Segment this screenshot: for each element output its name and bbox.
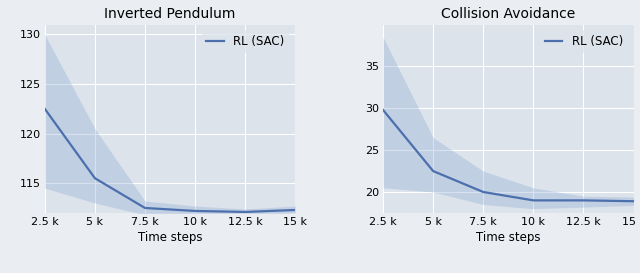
- RL (SAC): [141, 206, 149, 210]
- Legend: RL (SAC): RL (SAC): [202, 31, 289, 53]
- Title: Inverted Pendulum: Inverted Pendulum: [104, 7, 236, 21]
- RL (SAC): [429, 170, 437, 173]
- X-axis label: Time steps: Time steps: [138, 231, 202, 244]
- RL (SAC): [91, 177, 99, 180]
- RL (SAC): [479, 190, 487, 194]
- RL (SAC): [630, 200, 637, 203]
- RL (SAC): [41, 107, 49, 111]
- X-axis label: Time steps: Time steps: [476, 231, 541, 244]
- RL (SAC): [191, 209, 199, 213]
- RL (SAC): [241, 210, 249, 213]
- RL (SAC): [580, 199, 588, 202]
- Title: Collision Avoidance: Collision Avoidance: [441, 7, 575, 21]
- RL (SAC): [529, 199, 537, 202]
- Legend: RL (SAC): RL (SAC): [540, 31, 628, 53]
- RL (SAC): [291, 208, 299, 212]
- RL (SAC): [380, 108, 387, 112]
- Line: RL (SAC): RL (SAC): [383, 110, 634, 201]
- Line: RL (SAC): RL (SAC): [45, 109, 295, 212]
